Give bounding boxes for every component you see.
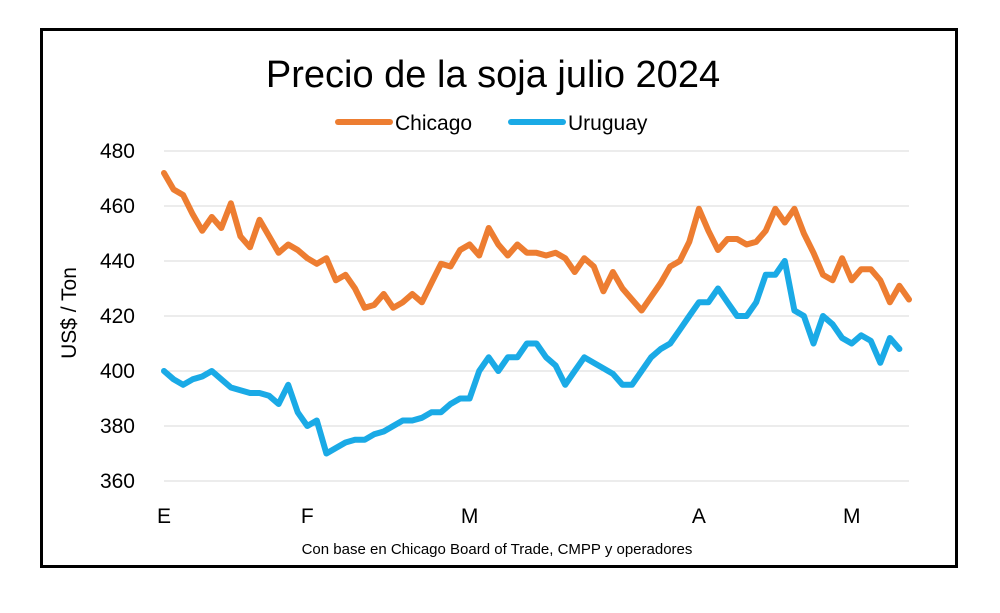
y-tick-label: 400 (100, 360, 135, 383)
chart-title: Precio de la soja julio 2024 (266, 54, 720, 96)
x-tick-label: E (157, 505, 171, 528)
legend: Chicago Uruguay (335, 112, 648, 135)
chart-svg: Precio de la soja julio 2024 Chicago Uru… (58, 54, 912, 558)
chart-frame: Precio de la soja julio 2024 Chicago Uru… (40, 28, 958, 568)
legend-label-uruguay: Uruguay (568, 112, 648, 135)
y-tick-label: 420 (100, 305, 135, 328)
legend-label-chicago: Chicago (395, 112, 472, 135)
x-tick-label: A (692, 505, 706, 528)
series-line-chicago (161, 170, 912, 314)
y-tick-label: 360 (100, 470, 135, 493)
x-tick-label: F (301, 505, 314, 528)
y-tick-label: 480 (100, 140, 135, 163)
y-tick-label: 440 (100, 250, 135, 273)
series-lines (161, 170, 912, 457)
y-tick-label: 460 (100, 195, 135, 218)
x-tick-label: M (843, 505, 861, 528)
y-axis-title: US$ / Ton (58, 267, 81, 359)
source-note: Con base en Chicago Board of Trade, CMPP… (302, 541, 693, 558)
x-tick-label: M (461, 505, 479, 528)
y-tick-labels: 360 380 400 420 440 460 480 (100, 140, 135, 493)
gridlines (164, 150, 909, 482)
series-line-uruguay (161, 258, 903, 457)
x-tick-labels: EFMAMJ (157, 505, 861, 528)
y-tick-label: 380 (100, 415, 135, 438)
